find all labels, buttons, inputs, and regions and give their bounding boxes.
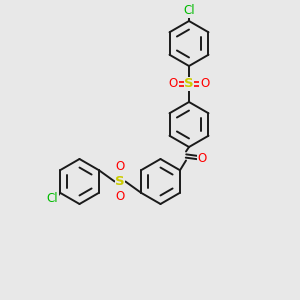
Text: O: O (200, 77, 209, 91)
Text: O: O (169, 77, 178, 91)
Text: S: S (184, 77, 194, 91)
Text: O: O (116, 190, 124, 203)
Text: O: O (198, 152, 207, 166)
Text: O: O (116, 160, 124, 173)
Text: Cl: Cl (183, 4, 195, 17)
Text: S: S (115, 175, 125, 188)
Text: Cl: Cl (47, 192, 58, 205)
